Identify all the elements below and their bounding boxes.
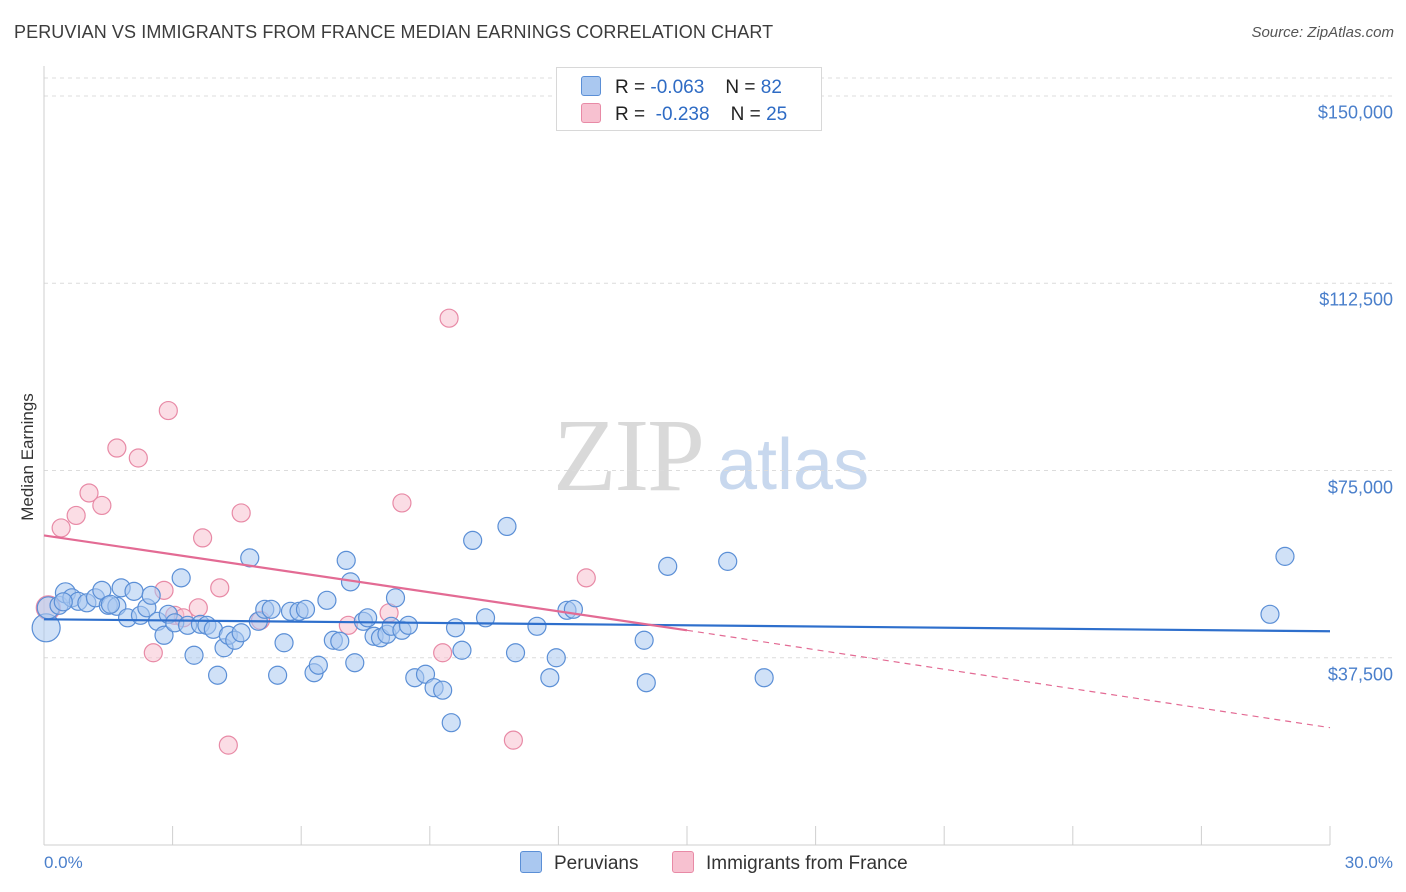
peruvian-point: [308, 655, 328, 675]
peruvians-swatch: [581, 76, 601, 96]
peruvian-point: [463, 530, 483, 551]
france-point: [576, 568, 596, 588]
peruvian-point: [100, 594, 121, 614]
stats-legend-box: R = -0.063 N = 82 R = -0.238 N = 25: [556, 67, 822, 131]
peruvian-point: [124, 581, 144, 601]
france-point: [210, 578, 230, 598]
peruvian-point: [141, 585, 161, 605]
legend-label-peruvians: Peruvians: [554, 853, 639, 874]
peruvian-point: [718, 551, 738, 571]
legend-swatch-peruvians: [520, 851, 542, 873]
r-value-france: -0.238: [655, 104, 710, 125]
peruvian-point: [330, 631, 350, 651]
france-swatch: [581, 103, 601, 123]
y-tick-label: $37,500: [1327, 664, 1393, 685]
peruvian-point: [268, 665, 288, 685]
france-point: [128, 448, 148, 468]
y-tick-label: $75,000: [1327, 477, 1393, 497]
france-point: [107, 438, 127, 458]
stats-row-france: R = -0.238 N = 25: [581, 103, 787, 126]
peruvian-point: [658, 556, 678, 576]
france-point: [92, 495, 112, 516]
peruvian-point: [295, 599, 316, 619]
x-tick-max: 30.0%: [1344, 853, 1393, 872]
peruvian-point: [415, 664, 436, 684]
france-point: [503, 730, 523, 750]
peruvian-point: [1260, 604, 1280, 624]
france-trend-extension: [686, 629, 1331, 729]
peruvian-point: [505, 643, 526, 663]
peruvian-point: [358, 608, 378, 628]
peruvian-point: [261, 599, 281, 619]
n-label: N =: [725, 77, 756, 98]
france-point: [218, 735, 238, 755]
watermark-atlas: atlas: [717, 425, 870, 505]
peruvian-point: [184, 645, 204, 665]
france-point: [79, 483, 99, 503]
peruvian-point: [171, 568, 191, 588]
peruvian-point: [385, 588, 406, 608]
peruvians-trend-line: [43, 618, 1331, 633]
watermark-zip: ZIP: [553, 398, 705, 513]
source-credit: Source: ZipAtlas.com: [1251, 24, 1394, 41]
peruvian-point: [634, 630, 654, 650]
france-point: [193, 528, 213, 548]
y-axis-label: Median Earnings: [18, 393, 37, 521]
france-point: [392, 493, 412, 513]
peruvian-point: [433, 680, 453, 700]
peruvian-point: [154, 625, 174, 645]
trend-lines: [43, 534, 1331, 729]
x-tick-min: 0.0%: [44, 853, 83, 872]
france-point: [433, 643, 453, 663]
peruvian-point: [754, 668, 774, 688]
legend-item-france[interactable]: Immigrants from France: [672, 851, 908, 875]
peruvian-point: [441, 713, 461, 733]
peruvian-point: [208, 665, 228, 685]
france-point: [188, 598, 208, 618]
gridlines: [44, 77, 1396, 659]
peruvian-point: [546, 648, 566, 668]
france-point: [158, 400, 178, 421]
legend-item-peruvians[interactable]: Peruvians: [520, 851, 639, 875]
chart-title: PERUVIAN VS IMMIGRANTS FROM FRANCE MEDIA…: [14, 22, 774, 42]
france-point: [231, 503, 251, 523]
y-tick-label: $112,500: [1319, 289, 1393, 310]
peruvian-point: [1275, 546, 1295, 566]
peruvian-point: [398, 615, 418, 635]
peruvian-point: [274, 633, 294, 653]
peruvian-point: [497, 516, 517, 537]
peruvian-point: [527, 616, 547, 636]
peruvian-point: [445, 618, 466, 638]
france-point: [439, 308, 459, 328]
peruvian-point: [317, 590, 337, 610]
r-label: R =: [615, 104, 646, 125]
axes: [43, 66, 1331, 846]
peruvian-point: [345, 653, 365, 673]
r-label: R =: [615, 77, 646, 98]
peruvian-point: [563, 599, 584, 619]
france-trend-line: [43, 534, 688, 632]
peruvian-point: [540, 668, 560, 688]
stats-row-peruvians: R = -0.063 N = 82: [581, 76, 782, 99]
france-point: [51, 518, 71, 538]
france-point: [66, 505, 86, 526]
france-point: [143, 643, 163, 663]
legend-swatch-france: [672, 851, 694, 873]
legend-label-france: Immigrants from France: [706, 853, 908, 874]
peruvian-point: [452, 640, 472, 660]
peruvian-point: [636, 673, 656, 693]
peruvian-point: [53, 592, 73, 612]
y-tick-label: $150,000: [1317, 102, 1393, 123]
n-label: N =: [730, 104, 761, 125]
r-value-peruvians: -0.063: [650, 77, 705, 98]
peruvian-point: [336, 550, 356, 570]
n-value-peruvians: 82: [760, 77, 782, 98]
peruvian-point: [231, 623, 251, 643]
n-value-france: 25: [766, 104, 788, 125]
